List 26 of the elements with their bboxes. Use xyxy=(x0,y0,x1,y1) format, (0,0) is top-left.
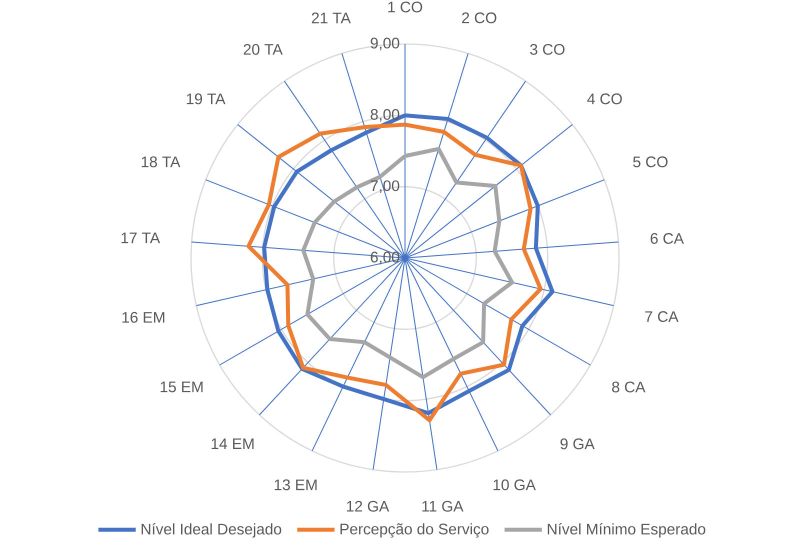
spoke-label: 15 EM xyxy=(160,382,203,392)
legend-label: Percepção do Serviço xyxy=(340,523,489,538)
legend-label: Nível Mínimo Esperado xyxy=(548,523,706,538)
spoke-label: 5 CO xyxy=(633,156,668,168)
spoke-label: 4 CO xyxy=(587,93,622,104)
spoke-label: 21 TA xyxy=(312,12,351,24)
spoke-label: 8 CA xyxy=(612,382,646,392)
y-tick-label: 9,00 xyxy=(370,38,400,50)
spoke-label: 10 GA xyxy=(494,479,536,490)
spoke-label: 18 TA xyxy=(142,156,180,168)
spoke-label: 20 TA xyxy=(244,44,283,55)
spoke-label: 14 EM xyxy=(212,438,254,449)
y-tick-label: 8,00 xyxy=(370,108,400,122)
spoke-label: 2 CO xyxy=(462,12,496,24)
spoke-label: 3 CO xyxy=(530,44,565,55)
spoke-label: 12 GA xyxy=(346,500,390,512)
legend-label: Nível Ideal Desejado xyxy=(142,523,282,538)
spoke-label: 11 GA xyxy=(422,500,464,512)
spoke-label: 13 EM xyxy=(274,479,317,490)
spoke-label: 1 CO xyxy=(388,2,422,12)
spoke-label: 19 TA xyxy=(186,93,226,104)
spoke-label: 6 CA xyxy=(650,233,684,244)
spoke-label: 17 TA xyxy=(122,232,160,244)
spoke-label: 16 EM xyxy=(122,312,164,323)
spoke-label: 7 CA xyxy=(645,311,678,322)
spoke-label: 9 GA xyxy=(560,438,595,450)
